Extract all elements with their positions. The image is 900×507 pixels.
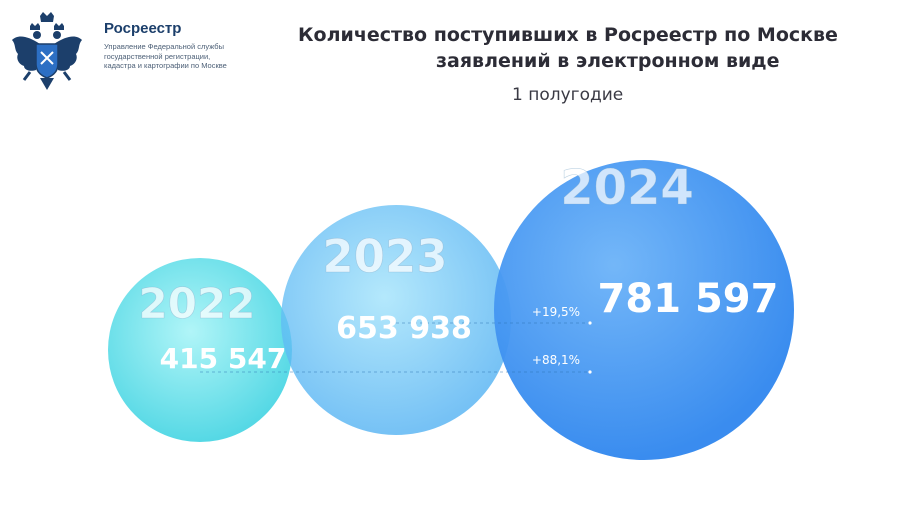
comparison-line-end [588, 321, 592, 325]
org-name: Росреестр [104, 20, 182, 37]
chart-title: Количество поступивших в Росреестр по Мо… [266, 22, 896, 74]
chart-title-line2: заявлений в электронном виде [436, 50, 780, 72]
bubble-2023 [281, 205, 511, 435]
value-label-2024: 781 597 [598, 276, 779, 322]
org-subtitle-line: Управление Федеральной службы [104, 42, 224, 51]
chart-subtitle: 1 полугодие [512, 85, 624, 105]
year-label-2022: 2022 [139, 279, 256, 328]
logo: Росреестр Управление Федеральной службы … [10, 6, 260, 96]
eagle-emblem-icon [12, 12, 82, 90]
year-label-2023: 2023 [322, 230, 447, 283]
chart-title-line1: Количество поступивших в Росреестр по Мо… [298, 24, 838, 46]
value-label-2023: 653 938 [336, 311, 472, 346]
bubble-2024 [494, 160, 794, 460]
bubble-2022 [108, 258, 292, 442]
growth-label: +19,5% [532, 305, 580, 319]
org-subtitle-line: кадастра и картографии по Москве [104, 61, 227, 70]
org-subtitle-line: государственной регистрации, [104, 51, 211, 61]
comparison-line-end [588, 370, 592, 374]
value-label-2022: 415 547 [160, 342, 287, 375]
year-label-2024: 2024 [560, 160, 694, 216]
org-subtitle: Управление Федеральной службы государств… [104, 42, 269, 71]
growth-label: +88,1% [532, 353, 580, 367]
